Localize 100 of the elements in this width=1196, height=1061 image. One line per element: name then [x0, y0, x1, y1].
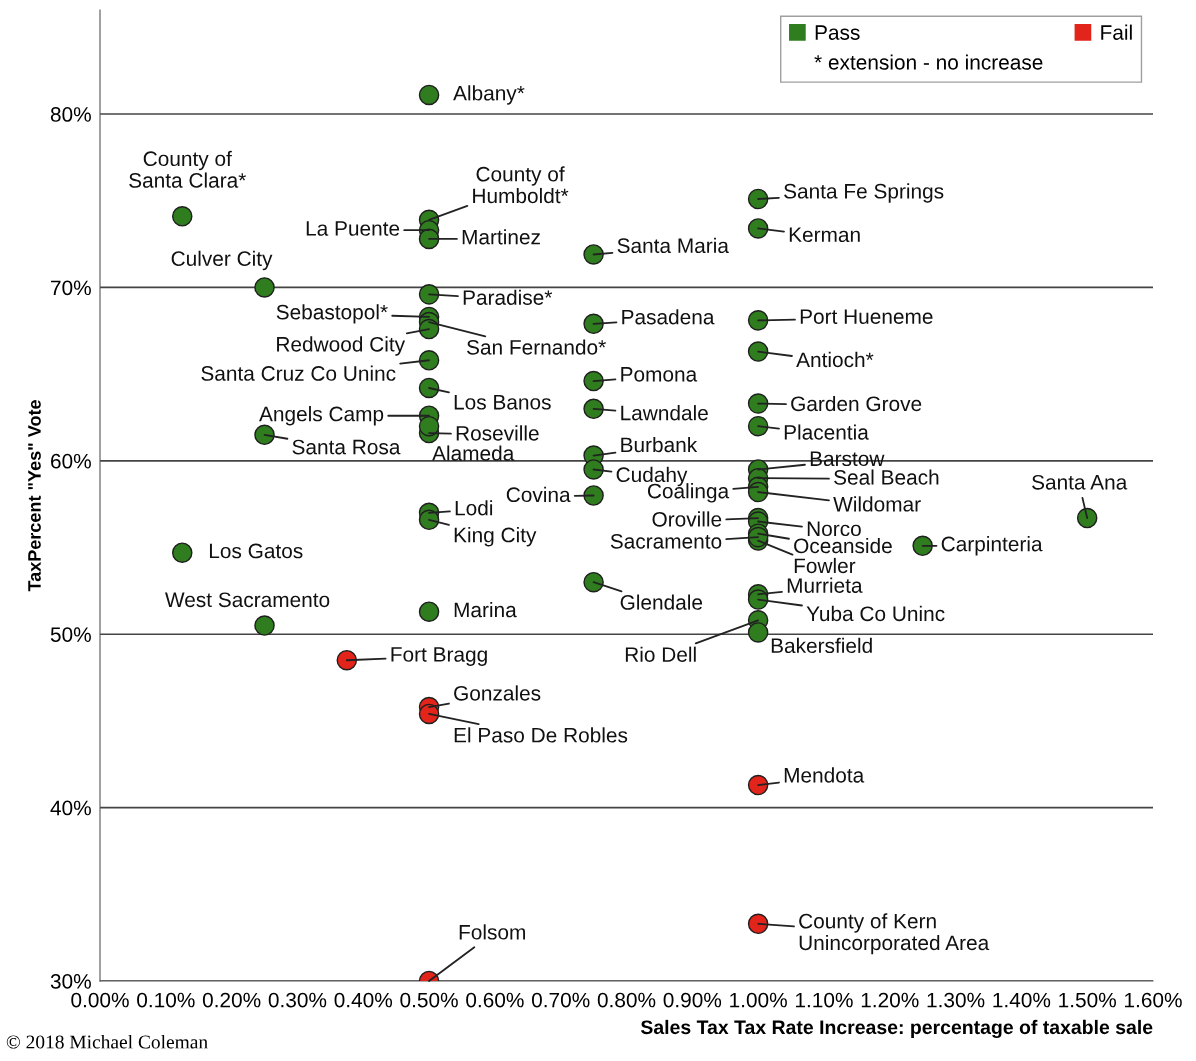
annotation: Sacramento	[610, 533, 722, 549]
annotation: Los Banos	[454, 395, 551, 410]
point	[171, 542, 193, 563]
point	[418, 84, 440, 106]
annotation: Bakersfield	[771, 637, 872, 654]
x-tick-label: 0.90%	[663, 992, 722, 1008]
annotation: Norco	[807, 521, 861, 537]
x-tick-label: 0.30%	[268, 992, 327, 1008]
legend-label: Fail	[1101, 24, 1132, 40]
x-tick-label: 0.80%	[597, 992, 656, 1008]
text: © 2018 Michael Coleman	[6, 1034, 208, 1049]
point	[747, 341, 769, 362]
annotation: Glendale	[620, 594, 703, 610]
annotation: Mendota	[784, 767, 865, 783]
annotation: Gonzales	[454, 685, 541, 701]
annotation: Fort Bragg	[391, 647, 487, 666]
annotation: Santa Maria	[617, 237, 729, 254]
annotation: Seal Beach	[834, 469, 939, 485]
annotation: Pasadena	[622, 309, 715, 325]
annotation: Rio Dell	[625, 646, 696, 662]
annotation: * extension - no increase	[814, 54, 1043, 70]
x-tick-label: 0.60%	[466, 992, 524, 1008]
annotation: El Paso De Robles	[454, 727, 628, 743]
point	[583, 571, 604, 593]
x-tick-label: 1.00%	[730, 992, 787, 1008]
annotation: San Fernando*	[467, 339, 606, 355]
point	[254, 615, 275, 636]
point	[418, 284, 440, 305]
annotation: Redwood City	[277, 336, 406, 356]
point	[254, 277, 275, 298]
y-tick-label: 80%	[50, 107, 91, 122]
x-tick-label: 0.10%	[137, 992, 195, 1008]
annotation: West Sacramento	[165, 592, 330, 608]
annotation: Carpinteria	[941, 536, 1043, 556]
x-tick-label: 0.70%	[531, 992, 590, 1008]
point	[418, 349, 440, 371]
point	[747, 310, 769, 331]
x-tick-label: 1.20%	[861, 992, 919, 1008]
x-tick-label: 1.40%	[993, 992, 1051, 1008]
annotation: Albany*	[453, 85, 525, 105]
y-tick-label: 40%	[50, 800, 91, 816]
annotation: Sebastopol*	[276, 304, 388, 324]
x-tick-label: 0.00%	[71, 992, 129, 1008]
annotation: Paradise*	[463, 289, 553, 305]
x-tick-label: 0.50%	[400, 992, 458, 1008]
point	[418, 415, 440, 437]
annotation: Oroville	[652, 511, 722, 527]
y-tick-label: 70%	[51, 280, 91, 296]
annotation: Fowler	[794, 557, 856, 574]
point	[747, 774, 769, 796]
point	[583, 459, 604, 480]
point	[418, 377, 440, 399]
annotation: Port Hueneme	[800, 309, 933, 324]
annotation: Folsom	[459, 924, 525, 940]
point	[583, 398, 604, 420]
x-tick-label: 1.60%	[1125, 992, 1182, 1008]
x-tick-label: 0.40%	[334, 992, 393, 1008]
annotation: Covina	[506, 486, 571, 503]
annotation: Santa Ana	[1032, 474, 1128, 490]
point	[747, 393, 769, 414]
annotation: Los Gatos	[209, 543, 303, 559]
annotation: Yuba Co Uninc	[806, 605, 945, 622]
annotation: Santa Fe Springs	[784, 183, 944, 203]
annotation: Angels Camp	[259, 406, 384, 426]
annotation: Lawndale	[621, 405, 708, 421]
point	[1076, 507, 1098, 529]
y-tick-label: 60%	[51, 453, 91, 469]
point	[418, 601, 440, 622]
annotation: Murrieta	[787, 577, 863, 593]
x-tick-label: 1.10%	[795, 992, 853, 1008]
point	[336, 649, 358, 671]
annotation: Oceanside	[794, 537, 892, 554]
annotation: Santa Cruz Co Uninc	[201, 365, 396, 381]
annotation: Burbank	[621, 436, 698, 453]
point	[747, 913, 769, 935]
annotation: King City	[454, 527, 537, 547]
point	[583, 370, 604, 392]
annotation: Wildomar	[833, 496, 921, 512]
annotation: County of Humboldt*	[473, 166, 569, 204]
annotation: Placentia	[784, 424, 869, 440]
annotation: Santa Rosa	[292, 439, 401, 455]
annotation: Roseville	[456, 425, 539, 441]
y-tick-label: 30%	[50, 974, 91, 989]
annotation: Martinez	[462, 229, 540, 245]
annotation: Lodi	[455, 500, 493, 516]
annotation: Kerman	[789, 227, 860, 243]
point	[747, 188, 769, 210]
legend-label: Pass	[815, 25, 860, 40]
point	[171, 206, 193, 227]
annotation: Garden Grove	[791, 395, 922, 412]
annotation: La Puente	[306, 221, 400, 236]
point	[583, 485, 604, 506]
point	[254, 424, 275, 446]
x-tick-label: 0.20%	[202, 992, 261, 1008]
annotation: Antioch*	[796, 351, 874, 368]
annotation: Alameda	[432, 445, 515, 461]
annotation: Marina	[454, 601, 517, 618]
annotation: County of Santa Clara*	[129, 150, 247, 188]
annotation: Pomona	[621, 367, 698, 382]
annotation: County of Kern Unincorporated Area	[799, 913, 990, 955]
